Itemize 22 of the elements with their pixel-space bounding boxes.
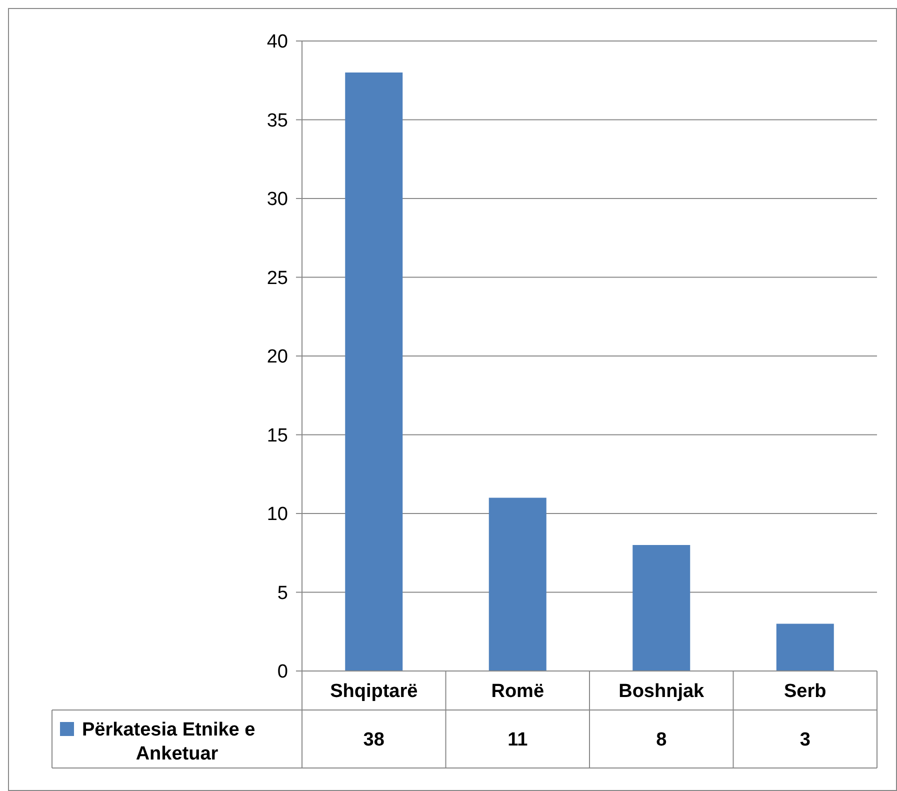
x-tick-label: Boshnjak — [618, 681, 705, 702]
legend-label: Përkatesia Etnike e Anketuar — [82, 720, 256, 765]
x-tick-label: Serb — [784, 681, 826, 702]
y-tick-label: 5 — [277, 582, 288, 604]
y-tick-label: 25 — [266, 268, 288, 289]
data-label: 8 — [656, 730, 667, 751]
x-tick-label: Romë — [491, 681, 544, 702]
y-tick-label: 10 — [266, 504, 288, 526]
bar — [776, 624, 834, 671]
data-label: 38 — [363, 730, 384, 751]
y-tick-label: 20 — [266, 346, 288, 368]
bar — [345, 72, 403, 671]
y-tick-label: 0 — [277, 662, 288, 683]
bar — [488, 498, 546, 671]
y-tick-label: 15 — [266, 425, 288, 446]
data-label: 3 — [800, 730, 810, 751]
data-label: 11 — [508, 730, 528, 751]
x-tick-label: Shqiptarë — [330, 681, 418, 702]
y-tick-label: 35 — [266, 110, 288, 132]
bar — [632, 545, 690, 671]
y-tick-label: 30 — [266, 189, 288, 210]
y-tick-label: 40 — [266, 32, 288, 53]
